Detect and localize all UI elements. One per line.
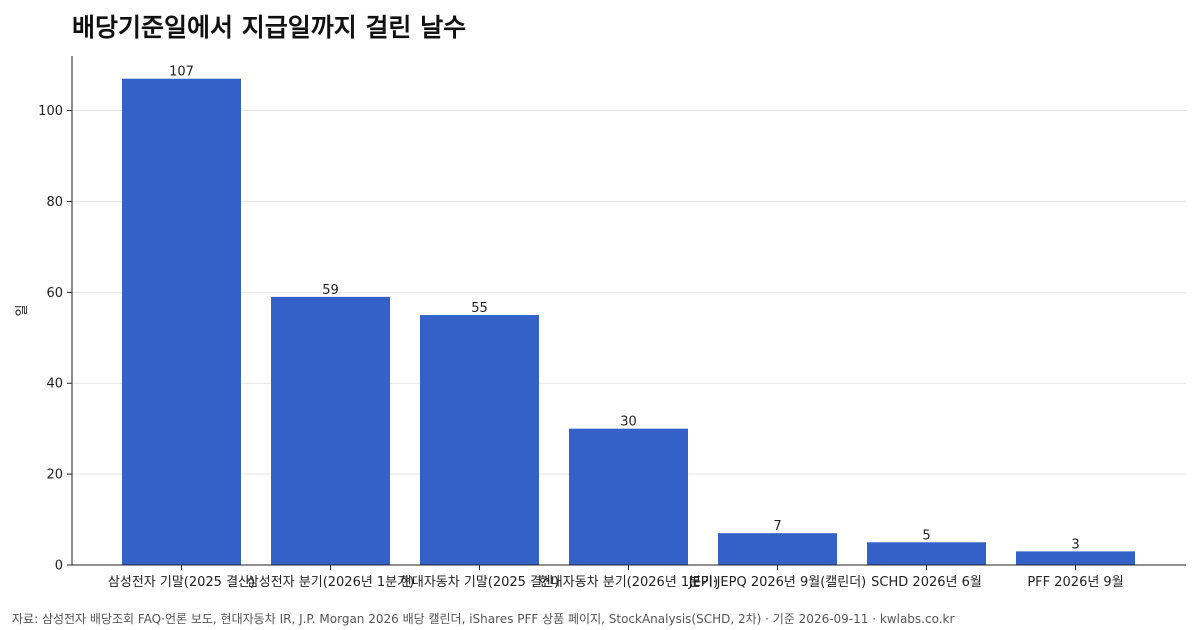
x-tick-label: 현대자동차 기말(2025 결산) <box>400 575 559 590</box>
y-tick-label: 0 <box>55 559 63 574</box>
bar-value-label: 30 <box>620 415 637 430</box>
bar <box>271 296 390 565</box>
source-note: 자료: 삼성전자 배당조회 FAQ·언론 보도, 현대자동차 IR, J.P. … <box>12 612 955 626</box>
bar <box>867 542 986 565</box>
x-tick-label: PFF 2026년 9월 <box>1027 575 1123 590</box>
x-tick-label: 현대자동차 분기(2026년 1분기) <box>539 575 718 590</box>
chart-title: 배당기준일에서 지급일까지 걸린 날수 <box>72 13 467 42</box>
bar <box>122 78 241 566</box>
bar-value-label: 59 <box>322 283 339 298</box>
y-tick-label: 100 <box>38 104 63 119</box>
y-axis-label: 일 <box>15 305 30 317</box>
bar-value-label: 3 <box>1071 537 1079 552</box>
x-tick-label: SCHD 2026년 6월 <box>871 575 982 590</box>
x-tick-label: JEPI·JEPQ 2026년 9월(캘린더) <box>688 575 867 590</box>
x-tick-label: 삼성전자 분기(2026년 1분기) <box>247 575 414 590</box>
bar-value-label: 55 <box>471 301 488 316</box>
bar-value-label: 5 <box>922 528 930 543</box>
bar <box>718 533 837 565</box>
bar <box>420 315 539 565</box>
labels: 0 20 40 60 80 100 일 107 삼성전자 기말(2025 결산) 59 삼성전자 분… <box>15 65 1124 590</box>
y-tick-label: 20 <box>46 468 63 483</box>
bar <box>1016 551 1135 565</box>
y-tick-label: 40 <box>46 377 63 392</box>
bar <box>569 428 688 565</box>
bars <box>122 78 1135 566</box>
bar-value-label: 107 <box>169 65 194 80</box>
x-tick-label: 삼성전자 기말(2025 결산) <box>108 575 255 590</box>
axes <box>67 56 1186 570</box>
y-tick-label: 80 <box>46 195 63 210</box>
gridlines <box>72 110 1186 475</box>
bar-value-label: 7 <box>773 519 781 534</box>
y-tick-label: 60 <box>46 286 63 301</box>
